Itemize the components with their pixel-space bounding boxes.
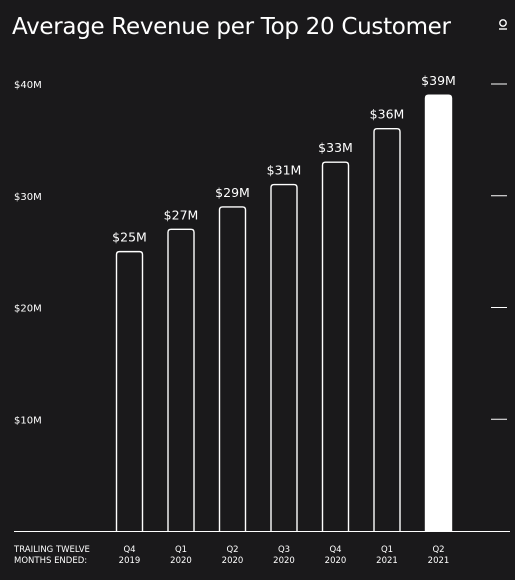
bar-value-label: $31M	[267, 163, 302, 178]
x-tick-label-year: 2020	[273, 556, 295, 566]
x-tick-label-quarter: Q2	[226, 545, 238, 555]
bar-value-label: $33M	[318, 140, 353, 155]
x-tick-label-year: 2021	[376, 556, 398, 566]
bar-value-label: $25M	[112, 230, 147, 245]
y-tick-label: $10M	[14, 415, 42, 426]
x-tick-label-quarter: Q4	[329, 545, 341, 555]
x-tick-label-quarter: Q1	[175, 545, 187, 555]
bar-value-label: $39M	[421, 73, 456, 88]
bar	[270, 183, 298, 531]
x-tick-label-year: 2019	[119, 556, 141, 566]
x-tick-label-year: 2020	[325, 556, 347, 566]
y-tick-label: $40M	[14, 80, 42, 91]
x-tick-label-year: 2020	[222, 556, 244, 566]
y-tick-label: $30M	[14, 192, 42, 203]
x-tick-label-quarter: Q4	[123, 545, 135, 555]
x-axis-caption-line1: TRAILING TWELVE	[13, 545, 90, 555]
x-tick-label-year: 2021	[428, 556, 450, 566]
bar	[167, 228, 195, 531]
x-tick-label-quarter: Q2	[432, 545, 444, 555]
bar-value-label: $27M	[164, 207, 199, 222]
bar	[373, 127, 401, 531]
bar-value-label: $29M	[215, 185, 250, 200]
x-tick-label-quarter: Q1	[381, 545, 393, 555]
bar	[424, 94, 453, 532]
bar	[115, 250, 144, 531]
y-tick-label: $20M	[14, 304, 42, 315]
slide-indicator-icon	[499, 19, 507, 30]
bar	[321, 161, 350, 531]
bar-value-label: $36M	[370, 107, 405, 122]
x-tick-label-quarter: Q3	[278, 545, 290, 555]
x-tick-label-year: 2020	[170, 556, 192, 566]
bar	[218, 206, 247, 531]
x-axis-caption-line2: MONTHS ENDED:	[14, 556, 87, 566]
chart-title: Average Revenue per Top 20 Customer	[12, 14, 451, 40]
